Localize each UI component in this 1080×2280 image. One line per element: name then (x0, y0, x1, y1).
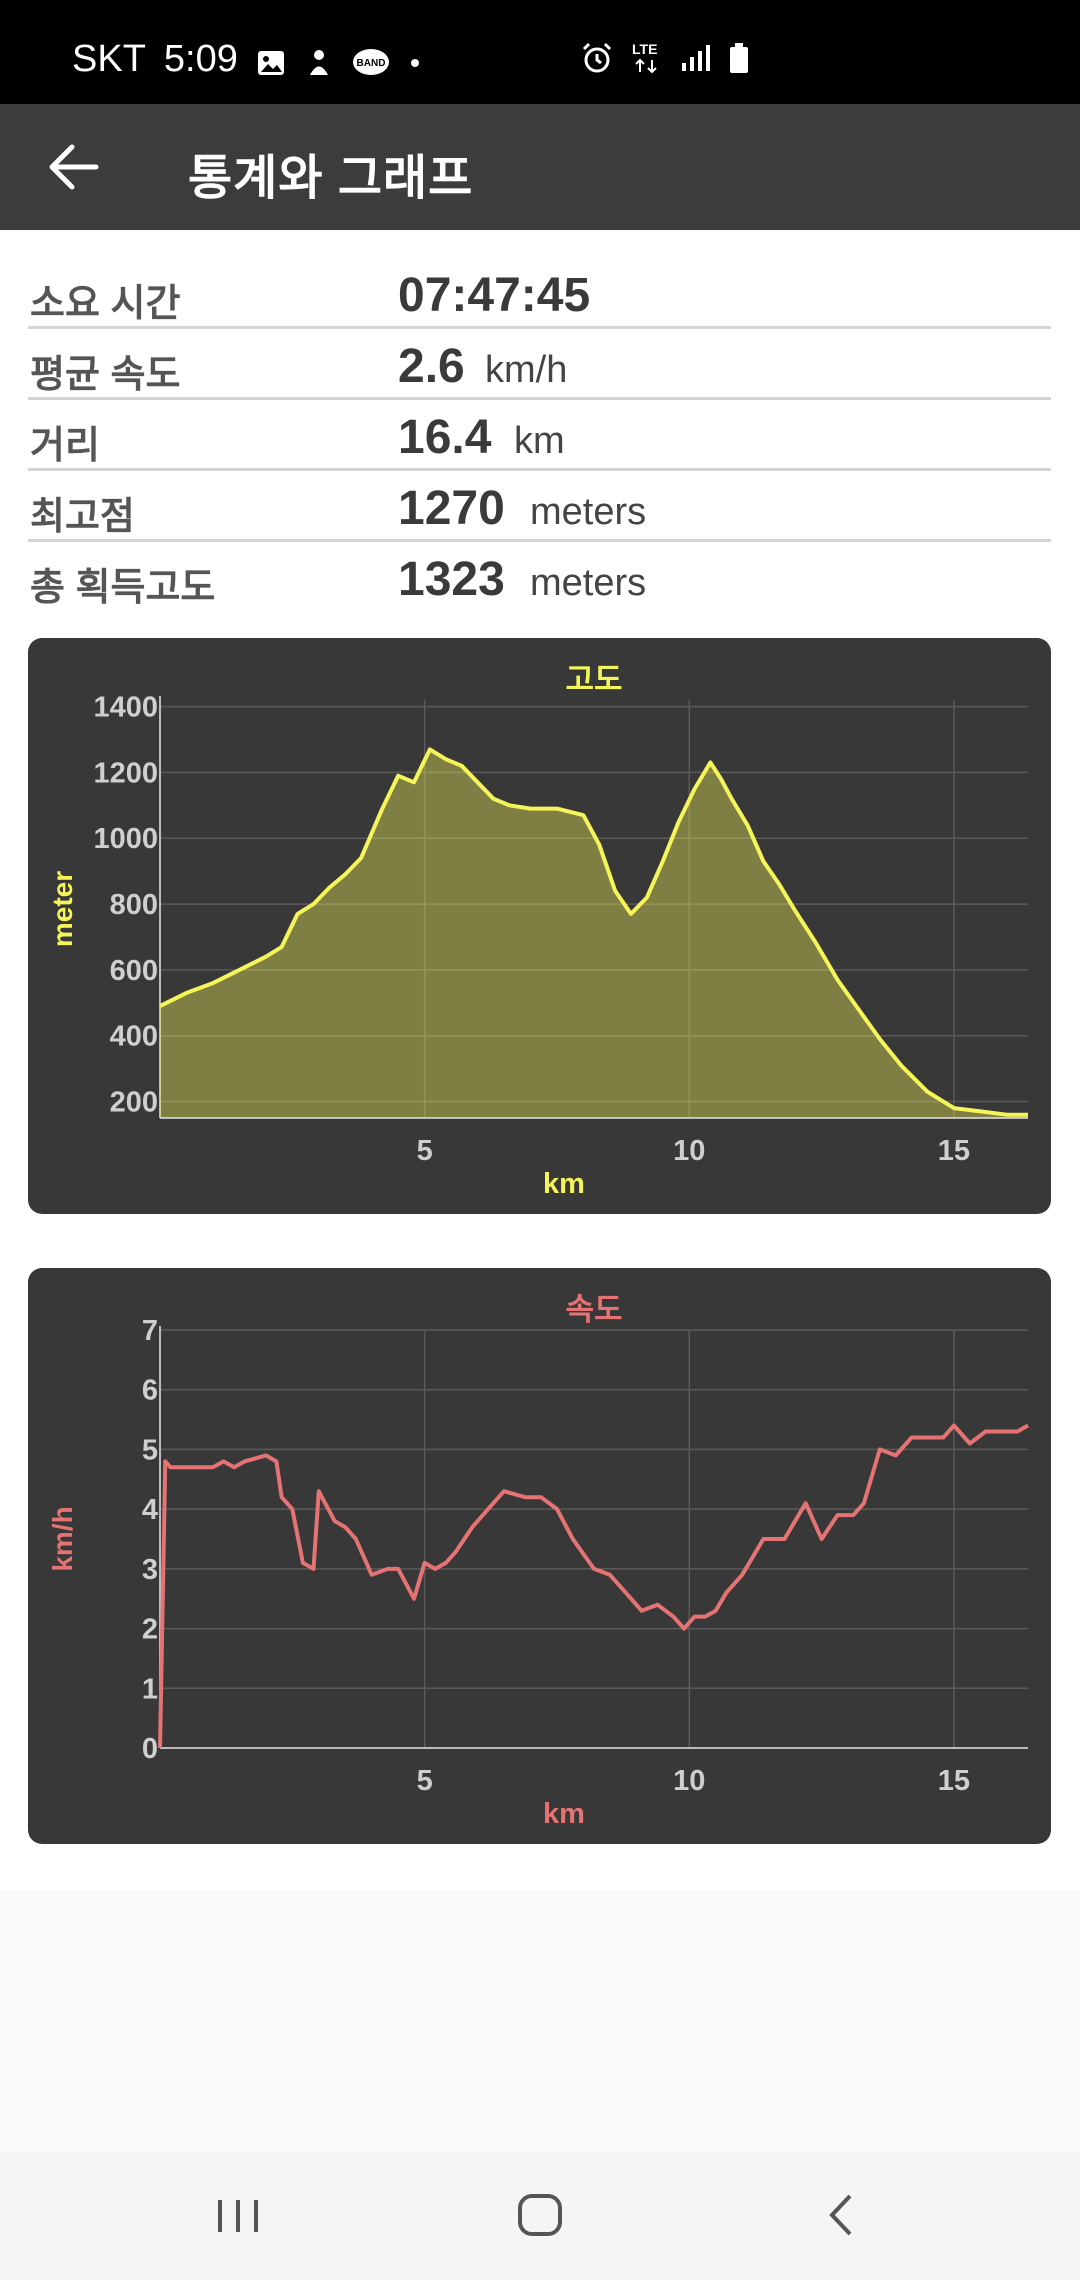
y-tick-label: 6 (142, 1375, 158, 1407)
home-icon (518, 2194, 562, 2236)
battery-icon (728, 42, 750, 79)
alarm-icon (580, 41, 614, 80)
recent-apps-icon (218, 2200, 258, 2232)
stat-unit: meters (530, 491, 647, 533)
stats-content: 소요 시간 07:47:45 평균 속도 2.6 km/h 거리 16.4 km… (0, 230, 1080, 1890)
speed-chart: 0 1 2 3 4 5 6 7 5 10 15 속도 km km/h (47, 1292, 1029, 1830)
x-tick-label: 15 (938, 1765, 970, 1797)
elevation-area-fill (160, 749, 1028, 1118)
gallery-icon (256, 45, 286, 75)
y-tick-label: 1000 (93, 823, 158, 855)
stat-unit: meters (530, 562, 647, 604)
status-right: LTE (580, 40, 750, 81)
stat-row-highest-point: 최고점 1270 meters (28, 471, 1051, 542)
y-tick-label: 400 (110, 1021, 158, 1053)
y-tick-label: 800 (110, 889, 158, 921)
stat-value: 2.6 (398, 340, 465, 393)
stat-unit: km/h (485, 349, 568, 391)
stat-row-distance: 거리 16.4 km (28, 400, 1051, 471)
page-title: 통계와 그래프 (188, 152, 474, 205)
navigation-bar (0, 2152, 1080, 2280)
dot-icon (408, 45, 422, 75)
y-tick-label: 5 (142, 1434, 158, 1466)
status-left: SKT 5:09 BAND (72, 38, 422, 81)
y-tick-label: 2 (142, 1614, 158, 1646)
speed-series-line (158, 1423, 1029, 1749)
elevation-x-axis-label: km (543, 1168, 585, 1200)
stat-row-duration: 소요 시간 07:47:45 (28, 258, 1051, 329)
stat-row-avg-speed: 평균 속도 2.6 km/h (28, 329, 1051, 400)
stat-value: 1323 (398, 553, 505, 606)
y-tick-label: 3 (142, 1554, 158, 1586)
app-bar: 통계와 그래프 (0, 104, 1080, 230)
recent-apps-button[interactable] (198, 2180, 278, 2250)
elevation-y-axis-label: meter (47, 871, 78, 947)
x-tick-label: 10 (673, 1135, 705, 1167)
arrow-left-icon (49, 144, 99, 190)
band-app-icon: BAND (352, 45, 390, 75)
person-icon (304, 45, 334, 75)
y-tick-label: 7 (142, 1315, 158, 1347)
back-nav-button[interactable] (802, 2180, 882, 2250)
stat-value: 16.4 (398, 411, 492, 464)
y-tick-label: 0 (142, 1733, 158, 1765)
stat-label: 거리 (30, 425, 100, 467)
x-tick-label: 10 (673, 1765, 705, 1797)
y-tick-label: 1 (142, 1673, 158, 1705)
speed-chart-card: 0 1 2 3 4 5 6 7 5 10 15 속도 km km/h (28, 1268, 1051, 1844)
y-tick-label: 200 (110, 1087, 158, 1119)
stat-label: 평균 속도 (30, 354, 181, 396)
stat-label: 최고점 (30, 496, 135, 538)
x-tick-label: 15 (938, 1135, 970, 1167)
elevation-chart: 200 400 600 800 1000 1200 1400 5 10 15 고도 km meter (47, 662, 1028, 1200)
speed-y-axis-label: km/h (47, 1506, 78, 1571)
stat-label: 총 획득고도 (30, 567, 216, 609)
elevation-chart-card: 200 400 600 800 1000 1200 1400 5 10 15 고도 km meter (28, 638, 1051, 1214)
stat-label: 소요 시간 (30, 283, 181, 325)
y-tick-label: 1200 (93, 757, 158, 789)
elevation-series-line (159, 747, 1028, 1117)
y-tick-label: 4 (142, 1494, 158, 1526)
chevron-left-icon (829, 2194, 852, 2236)
speed-chart-title: 속도 (565, 1292, 622, 1327)
stat-row-elevation-gain: 총 획득고도 1323 meters (28, 542, 1051, 613)
signal-icon (680, 43, 712, 78)
back-button[interactable] (40, 134, 110, 200)
svg-text:BAND: BAND (356, 58, 385, 69)
elevation-chart-title: 고도 (565, 662, 622, 697)
svg-text:LTE: LTE (632, 41, 657, 57)
stat-unit: km (514, 420, 565, 462)
status-bar: SKT 5:09 BAND LTE (0, 0, 1080, 104)
clock-label: 5:09 (163, 38, 238, 80)
x-tick-label: 5 (417, 1765, 433, 1797)
carrier-label: SKT (72, 38, 146, 80)
y-tick-label: 1400 (93, 692, 158, 724)
lte-icon: LTE (630, 40, 664, 81)
x-tick-label: 5 (417, 1135, 433, 1167)
stat-value: 1270 (398, 482, 505, 535)
home-button[interactable] (500, 2180, 580, 2250)
y-tick-label: 600 (110, 955, 158, 987)
speed-x-axis-label: km (543, 1798, 585, 1830)
stat-value: 07:47:45 (398, 269, 591, 322)
